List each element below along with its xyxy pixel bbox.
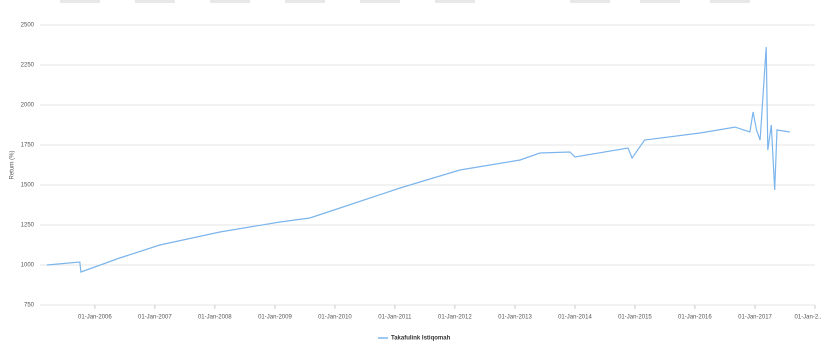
x-tick-label: 01-Jan-2010: [318, 315, 352, 321]
x-tick-label: 01-Jan-2009: [258, 315, 292, 321]
x-tick-label: 01-Jan-2014: [558, 315, 592, 321]
y-tick-label: 1750: [21, 143, 35, 149]
y-tick-label: 1250: [21, 223, 35, 229]
legend-label: Takafulink Istiqomah: [391, 336, 451, 342]
x-tick-label: 01-Jan-2012: [438, 315, 472, 321]
x-tick-label: 01-Jan-2..: [794, 315, 821, 321]
top-tabs: [60, 0, 750, 3]
x-tick-label: 01-Jan-2016: [678, 315, 712, 321]
data-line: [46, 47, 790, 273]
y-tick-label: 750: [24, 303, 35, 309]
x-tick-label: 01-Jan-2006: [78, 315, 112, 321]
x-tick-label: 01-Jan-2011: [378, 315, 412, 321]
y-tick-label: 2000: [21, 103, 35, 109]
y-tick-label: 2250: [21, 63, 35, 69]
x-tick-label: 01-Jan-2007: [138, 315, 172, 321]
x-tick-label: 01-Jan-2015: [618, 315, 652, 321]
y-tick-label: 1000: [21, 263, 35, 269]
y-tick-label: 1500: [21, 183, 35, 189]
x-tick-label: 01-Jan-2017: [738, 315, 772, 321]
y-tick-label: 2500: [21, 23, 35, 29]
x-tick-label: 01-Jan-2008: [198, 315, 232, 321]
x-tick-label: 01-Jan-2013: [498, 315, 532, 321]
y-axis-title: Return (%): [10, 150, 16, 179]
